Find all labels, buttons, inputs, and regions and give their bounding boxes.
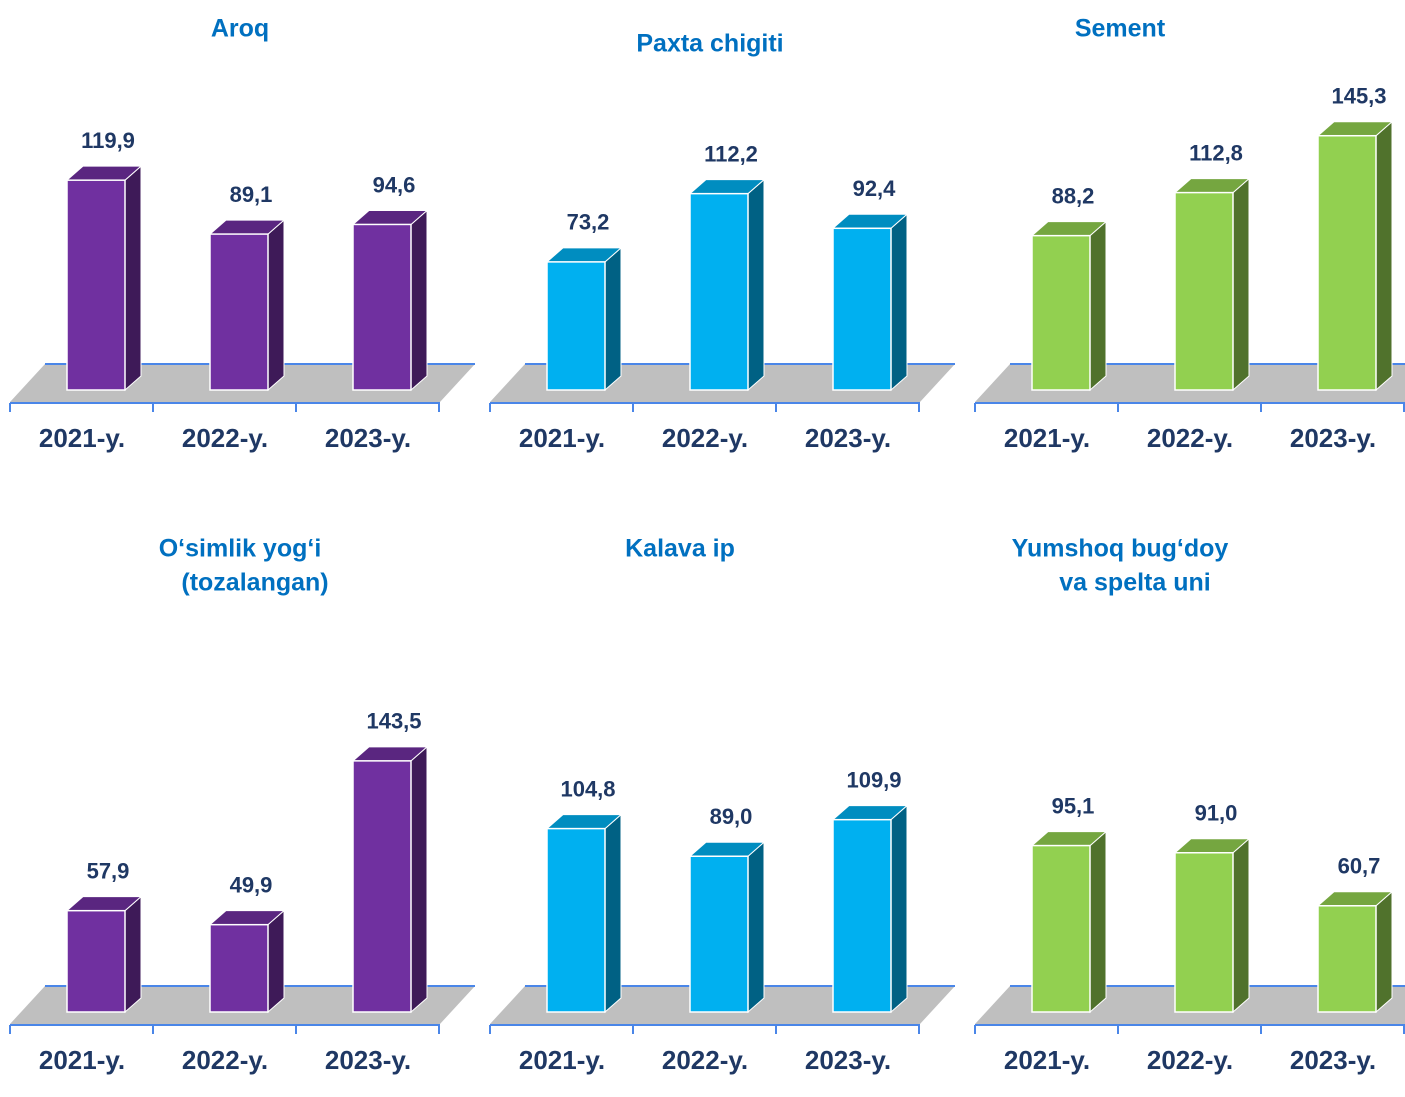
bar-side	[124, 895, 142, 1014]
bar	[1031, 234, 1091, 391]
bar-side	[890, 213, 908, 392]
chart-title: O‘simlik yog‘i	[159, 535, 322, 563]
bar-side	[890, 804, 908, 1014]
bar-side	[410, 209, 428, 392]
bar	[66, 909, 126, 1013]
category-label: 2022-y.	[182, 1045, 268, 1075]
bar-side	[267, 909, 285, 1014]
bar-side	[1375, 120, 1393, 392]
chart-title: (tozalangan)	[181, 569, 328, 597]
value-label: 88,2	[1052, 183, 1095, 208]
category-label: 2021-y.	[519, 1045, 605, 1075]
bar	[832, 818, 892, 1013]
bar	[352, 223, 412, 391]
bar	[209, 923, 269, 1013]
category-label: 2023-y.	[1290, 423, 1376, 453]
bar	[546, 261, 606, 391]
value-label: 109,9	[846, 767, 901, 792]
bar	[1174, 852, 1234, 1013]
bar-side	[124, 165, 142, 392]
bar-side	[747, 841, 765, 1014]
value-label: 91,0	[1195, 801, 1238, 826]
bar	[832, 227, 892, 391]
bar	[1174, 191, 1234, 391]
chart-title: Yumshoq bug‘doy	[1012, 535, 1229, 563]
value-label: 49,9	[230, 872, 273, 897]
category-label: 2022-y.	[662, 1045, 748, 1075]
bar	[689, 192, 749, 391]
bar-side	[410, 745, 428, 1014]
bar-side	[747, 178, 765, 392]
bar-side	[604, 813, 622, 1014]
category-label: 2023-y.	[325, 423, 411, 453]
value-label: 94,6	[373, 172, 416, 197]
bar-side	[1375, 890, 1393, 1014]
value-label: 119,9	[81, 128, 135, 153]
value-label: 60,7	[1338, 854, 1381, 879]
value-label: 143,5	[366, 709, 421, 734]
category-label: 2023-y.	[805, 1045, 891, 1075]
bar	[209, 233, 269, 391]
category-label: 2021-y.	[519, 423, 605, 453]
bar	[1317, 134, 1377, 391]
category-label: 2021-y.	[1004, 1045, 1090, 1075]
value-label: 92,4	[853, 176, 897, 201]
category-label: 2021-y.	[39, 1045, 125, 1075]
value-label: 104,8	[560, 776, 615, 801]
value-label: 89,0	[710, 804, 753, 829]
bar	[1031, 844, 1091, 1013]
chart-title: Paxta chigiti	[636, 30, 783, 58]
value-label: 112,2	[704, 141, 758, 166]
value-label: 89,1	[230, 182, 273, 207]
value-label: 57,9	[87, 858, 130, 883]
category-label: 2023-y.	[325, 1045, 411, 1075]
category-label: 2023-y.	[1290, 1045, 1376, 1075]
category-label: 2022-y.	[662, 423, 748, 453]
category-label: 2023-y.	[805, 423, 891, 453]
chart-title: Aroq	[211, 15, 269, 43]
bar-side	[1089, 830, 1107, 1014]
bar-side	[1089, 220, 1107, 392]
chart-title: va spelta uni	[1059, 569, 1210, 597]
category-label: 2022-y.	[1147, 423, 1233, 453]
value-label: 73,2	[567, 210, 610, 235]
bar-side	[604, 246, 622, 392]
bar-side	[267, 218, 285, 392]
value-label: 145,3	[1331, 84, 1386, 109]
category-label: 2021-y.	[1004, 423, 1090, 453]
bar	[689, 855, 749, 1013]
value-label: 95,1	[1052, 793, 1095, 818]
category-label: 2022-y.	[1147, 1045, 1233, 1075]
category-label: 2022-y.	[182, 423, 268, 453]
bar-side	[1232, 177, 1250, 392]
category-label: 2021-y.	[39, 423, 125, 453]
chart-title: Sement	[1075, 15, 1166, 43]
value-label: 112,8	[1189, 140, 1243, 165]
bar	[1317, 905, 1377, 1013]
bar	[66, 179, 126, 391]
chart-title: Kalava ip	[625, 535, 735, 563]
bar	[546, 827, 606, 1013]
bar	[352, 760, 412, 1013]
bar-side	[1232, 837, 1250, 1014]
